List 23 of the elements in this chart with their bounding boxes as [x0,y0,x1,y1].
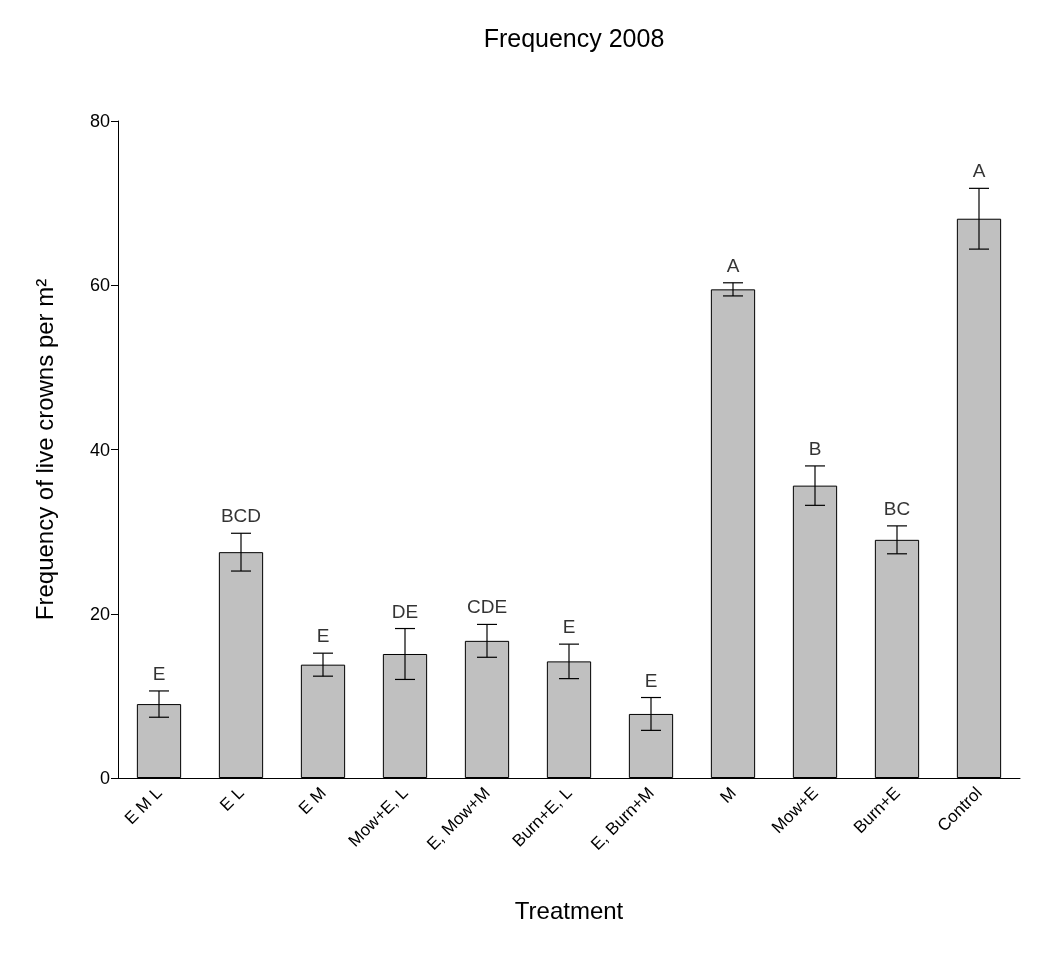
x-axis-title: Treatment [514,896,624,924]
annotation: CDE [466,596,508,618]
x-tick-label: E L [216,783,248,815]
annotation: BC [883,497,911,519]
y-tick-label: 80 [89,111,110,131]
chart-title: Frequency 2008 [483,23,665,52]
annotation: A [972,160,986,182]
annotation: DE [391,600,419,622]
y-tick-label: 0 [99,768,110,788]
y-tick-label: 20 [89,603,110,624]
annotation: E [562,616,576,638]
x-tick-label: M [716,783,740,807]
annotation: B [808,437,822,459]
x-tick-label: E M L [120,783,166,829]
x-tick-label: E M [294,783,330,819]
annotation: BCD [220,505,262,527]
annotation: A [726,254,740,276]
annotation: E [644,669,658,691]
annotation: E [316,625,330,647]
y-axis-title: Frequency of live crowns per m² [30,278,58,621]
y-tick-label: 40 [89,439,110,460]
annotation: E [152,662,166,684]
y-tick-label: 60 [89,275,110,296]
